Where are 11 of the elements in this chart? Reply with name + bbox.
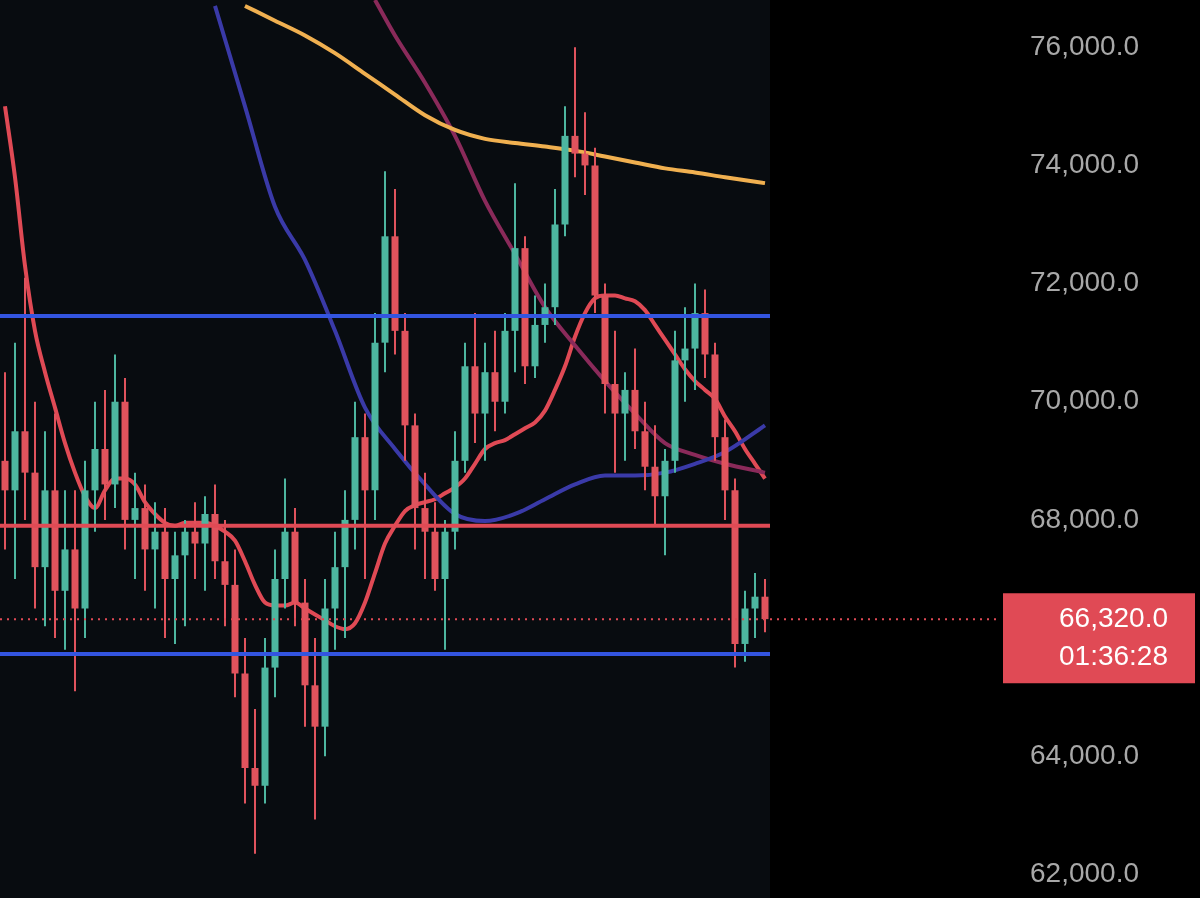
y-tick-label: 62,000.0 (1030, 857, 1139, 889)
y-tick-label: 68,000.0 (1030, 502, 1139, 534)
y-tick-label: 70,000.0 (1030, 384, 1139, 416)
line-series (213, 3, 767, 524)
ref-line-label: 66,320.0 (1059, 601, 1168, 633)
text: 01:36:28 (1059, 639, 1168, 671)
y-tick-label: 76,000.0 (1030, 29, 1139, 61)
y-tick-label: 74,000.0 (1030, 148, 1139, 180)
y-tick-label: 64,000.0 (1030, 738, 1139, 770)
line-series (243, 3, 767, 186)
y-tick-label: 72,000.0 (1030, 266, 1139, 298)
